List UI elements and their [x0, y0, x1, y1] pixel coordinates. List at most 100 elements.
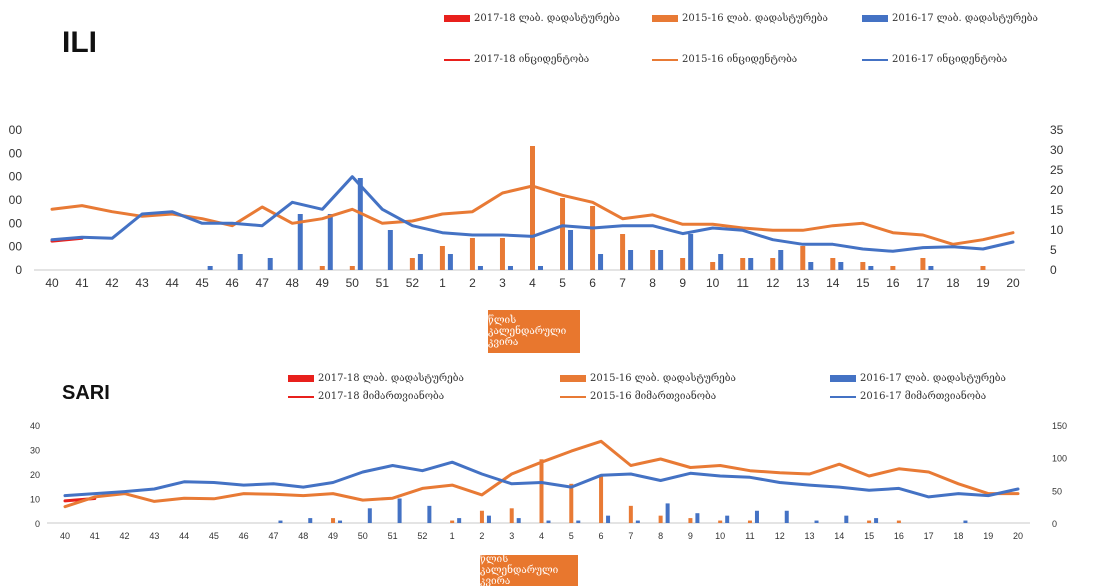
ili-bar-2015	[770, 258, 776, 270]
ili-y-right-tick-label: 15	[1050, 203, 1064, 217]
sari-bar-2015	[718, 520, 723, 523]
legend-label: 2017-18 ლაბ. დადასტურება	[318, 373, 464, 384]
sari-line-2016	[63, 460, 1020, 499]
sari-x-tick-label: 17	[924, 531, 934, 541]
sari-x-tick-label: 41	[90, 531, 100, 541]
ili-x-tick-label: 45	[195, 276, 209, 290]
sari-x-tick-label: 9	[688, 531, 693, 541]
ili-x-tick-label: 2	[469, 276, 476, 290]
ili-x-tick-label: 48	[286, 276, 300, 290]
sari-x-tick-label: 3	[509, 531, 514, 541]
ili-x-tick-label: 13	[796, 276, 810, 290]
ili-bar-2016	[628, 250, 634, 270]
ili-bar-2016	[658, 250, 664, 270]
ili-bar-2016	[327, 214, 333, 270]
sari-bar-2015	[599, 476, 604, 523]
ili-bar-2016	[477, 266, 483, 270]
sari-bar-2015	[569, 483, 574, 523]
sari-legend-bar-2015: 2015-16 ლაბ. დადასტურება	[560, 373, 736, 384]
sari-bar-2015	[509, 508, 514, 523]
ili-bar-2016	[778, 250, 784, 270]
legend-label: 2016-17 ლაბ. დადასტურება	[892, 13, 1038, 24]
legend-label: 2016-17 ინციდენტობა	[892, 54, 1008, 65]
sari-x-tick-label: 18	[953, 531, 963, 541]
sari-bar-2016	[308, 518, 313, 523]
sari-x-tick-label: 47	[268, 531, 278, 541]
sari-x-tick-label: 7	[628, 531, 633, 541]
ili-x-tick-label: 6	[589, 276, 596, 290]
legend-swatch	[652, 58, 678, 61]
sari-x-tick-label: 40	[60, 531, 70, 541]
sari-bar-2015	[867, 520, 872, 523]
ili-bar-2015	[439, 246, 445, 270]
sari-bar-2015	[896, 520, 901, 523]
ili-line-2015	[50, 184, 1015, 246]
sari-panel-title: SARI	[62, 382, 110, 404]
sari-y-left-tick-label: 40	[30, 421, 40, 431]
ili-x-tick-label: 11	[736, 276, 749, 290]
sari-bar-2016	[725, 515, 730, 523]
legend-swatch	[862, 58, 888, 61]
ili-y-right-tick-label: 35	[1050, 123, 1064, 137]
legend-label: 2015-16 ლაბ. დადასტურება	[590, 373, 736, 384]
ili-bar-2015	[620, 234, 626, 270]
ili-x-tick-label: 4	[529, 276, 536, 290]
legend-label: 2016-17 ლაბ. დადასტურება	[860, 373, 1006, 384]
sari-bar-2016	[963, 520, 968, 523]
legend-label: 2017-18 ინციდენტობა	[474, 54, 590, 65]
sari-x-tick-label: 10	[715, 531, 725, 541]
sari-x-tick-label: 16	[894, 531, 904, 541]
sari-bar-2015	[479, 510, 484, 523]
ili-bar-2016	[297, 214, 303, 270]
sari-bar-2016	[367, 508, 372, 523]
ili-y-right-tick-label: 5	[1050, 243, 1057, 257]
sari-bar-2016	[695, 513, 700, 523]
sari-bar-2015	[539, 459, 544, 523]
legend-swatch	[288, 395, 314, 398]
sari-bar-2015	[688, 518, 693, 523]
ili-y-right-tick-label: 25	[1050, 163, 1064, 177]
ili-bar-2016	[267, 258, 273, 270]
legend-label: 2017-18 ლაბ. დადასტურება	[474, 13, 620, 24]
ili-bar-2016	[928, 266, 934, 270]
sari-y-right-tick-label: 0	[1052, 519, 1057, 529]
ili-bar-2015	[650, 250, 656, 270]
sari-y-left-tick-label: 20	[30, 470, 40, 480]
ili-bar-2015	[680, 258, 686, 270]
ili-x-tick-label: 8	[649, 276, 656, 290]
sari-bar-2016	[278, 520, 283, 523]
ili-bar-2016	[447, 254, 453, 270]
sari-bar-2016	[784, 510, 789, 523]
legend-swatch	[652, 15, 678, 22]
sari-x-tick-label: 48	[298, 531, 308, 541]
legend-swatch	[444, 58, 470, 61]
ili-bar-2016	[207, 266, 213, 270]
sari-x-tick-label: 43	[149, 531, 159, 541]
ili-x-tick-label: 15	[856, 276, 870, 290]
ili-bar-2015	[920, 258, 926, 270]
sari-x-tick-label: 1	[450, 531, 455, 541]
sari-x-tick-label: 44	[179, 531, 189, 541]
ili-x-tick-label: 42	[105, 276, 119, 290]
sari-legend-line-2015: 2015-16 მიმართვიანობა	[560, 391, 716, 402]
ili-bar-2016	[507, 266, 513, 270]
ili-y-left-tick-label: 00	[9, 193, 23, 207]
ili-x-tick-label: 41	[75, 276, 89, 290]
ili-bar-2016	[838, 262, 844, 270]
ili-y-right-tick-label: 30	[1050, 143, 1064, 157]
sari-x-tick-label: 52	[417, 531, 427, 541]
ili-bar-2015	[530, 146, 535, 270]
sari-bar-2016	[338, 520, 343, 523]
ili-panel-title: ILI	[62, 26, 97, 59]
ili-x-tick-label: 20	[1006, 276, 1020, 290]
sari-bar-2016	[427, 505, 432, 523]
legend-swatch	[830, 375, 856, 382]
legend-label: 2015-16 ლაბ. დადასტურება	[682, 13, 828, 24]
sari-bar-2016	[606, 515, 611, 523]
ili-bar-2015	[499, 238, 505, 270]
sari-x-tick-label: 5	[569, 531, 574, 541]
sari-x-tick-label: 11	[745, 531, 754, 541]
sari-legend-bar-2017: 2017-18 ლაბ. დადასტურება	[288, 373, 464, 384]
ili-y-right-tick-label: 0	[1050, 263, 1057, 277]
sari-x-tick-label: 42	[120, 531, 130, 541]
